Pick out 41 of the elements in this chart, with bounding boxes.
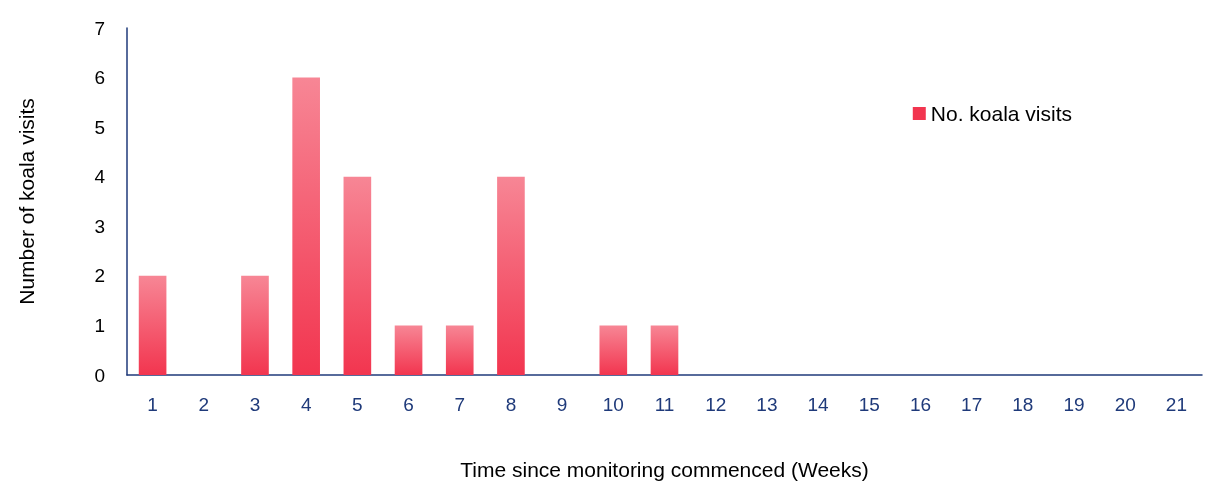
x-tick-label: 5	[352, 394, 363, 415]
y-axis-title: Number of koala visits	[15, 98, 38, 305]
y-tick-label: 6	[94, 67, 105, 89]
bar	[292, 77, 320, 375]
bar	[394, 325, 423, 375]
x-tick-label: 18	[1012, 394, 1034, 415]
y-tick-label: 5	[94, 116, 105, 138]
x-tick-label: 21	[1165, 394, 1187, 415]
bar	[343, 176, 372, 375]
x-tick-label: 20	[1114, 394, 1136, 415]
x-tick-label: 15	[858, 394, 880, 415]
x-tick-label: 3	[249, 394, 261, 415]
x-tick-label: 17	[961, 394, 983, 415]
x-tick-label: 10	[602, 394, 624, 415]
y-tick-label: 4	[94, 166, 106, 188]
x-tick-label: 14	[807, 394, 830, 415]
y-tick-label: 3	[94, 215, 105, 237]
x-tick-label: 1	[147, 394, 158, 415]
legend-label: No. koala visits	[930, 102, 1072, 125]
y-tick-label: 0	[94, 364, 105, 386]
x-tick-label: 13	[756, 394, 778, 415]
bar	[599, 325, 628, 375]
y-tick-label: 2	[94, 265, 105, 287]
x-axis-title: Time since monitoring commenced (Weeks)	[460, 458, 869, 481]
x-tick-label: 8	[505, 394, 517, 415]
bar	[497, 176, 525, 375]
x-tick-label: 2	[198, 394, 210, 415]
x-tick-label: 4	[300, 394, 312, 415]
x-tick-label: 12	[705, 394, 727, 415]
x-tick-label: 19	[1063, 394, 1085, 415]
x-tick-label: 9	[556, 394, 568, 415]
x-tick-label: 6	[403, 394, 414, 415]
x-tick-label: 11	[654, 394, 675, 415]
x-tick-label: 16	[909, 394, 932, 415]
x-tick-label: 7	[454, 394, 466, 415]
y-tick-label: 7	[94, 17, 105, 39]
y-tick-label: 1	[94, 314, 105, 336]
bar	[138, 275, 167, 375]
bar	[445, 325, 474, 375]
bar	[650, 325, 679, 375]
bar	[241, 275, 269, 375]
